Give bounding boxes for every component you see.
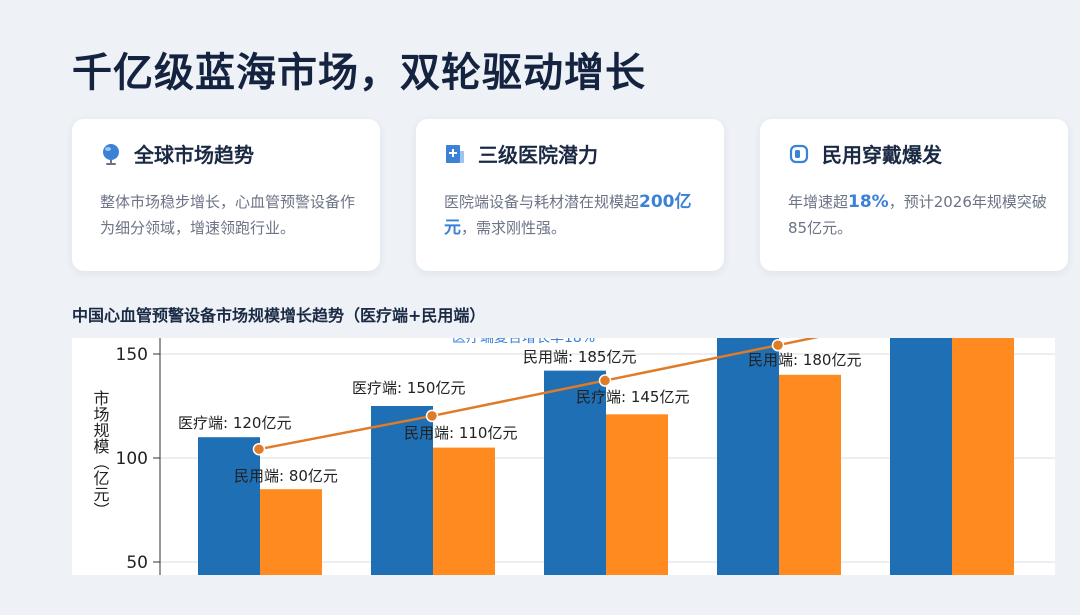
globe-icon — [103, 143, 119, 165]
trend-point — [598, 374, 612, 387]
card-title: 民用穿戴爆发 — [822, 143, 942, 167]
y-tick-label: 150 — [116, 345, 148, 365]
trend-point — [771, 338, 785, 352]
card-title: 三级医院潜力 — [478, 143, 598, 167]
card-body: 年增速超18%，预计2026年规模突破85亿元。 — [788, 192, 1047, 237]
card-title: 全球市场趋势 — [134, 143, 254, 167]
bar-medical — [717, 338, 779, 575]
bar-consumer — [952, 338, 1014, 575]
hospital-icon — [446, 144, 464, 163]
card-hospital-potential: 三级医院潜力 医院端设备与耗材潜在规模超200亿元，需求刚性强。 — [416, 119, 724, 271]
y-axis-label: 市场规模（亿元） — [91, 390, 110, 518]
trend-point — [252, 442, 266, 456]
bar-medical — [371, 406, 433, 575]
y-tick-label: 100 — [116, 449, 148, 469]
card-wearable-boom: 民用穿戴爆发 年增速超18%，预计2026年规模突破85亿元。 — [760, 119, 1068, 271]
data-label: 医疗端: 120亿元 — [178, 414, 291, 432]
data-label: 医疗端: 150亿元 — [352, 379, 465, 397]
data-label: 民用端: 185亿元 — [523, 348, 636, 366]
chart-title: 中国心血管预警设备市场规模增长趋势（医疗端+民用端） — [72, 306, 486, 325]
data-label: 民用端: 80亿元 — [234, 467, 338, 485]
wearable-icon — [789, 144, 809, 163]
trend-point — [425, 409, 439, 423]
data-label: 民用端: 110亿元 — [404, 424, 517, 442]
bar-medical — [198, 437, 260, 575]
page-title: 千亿级蓝海市场，双轮驱动增长 — [72, 50, 646, 96]
y-axis: 50 100 150 市场规模（亿元） — [91, 338, 161, 575]
bar-consumer — [779, 374, 841, 575]
card-global-trend: 全球市场趋势 整体市场稳步增长，心血管预警设备作为细分领域，增速领跑行业。 — [72, 119, 380, 271]
bar-medical — [890, 338, 952, 575]
data-label: 民疗端: 145亿元 — [576, 388, 689, 406]
data-label: 民用端: 180亿元 — [748, 351, 861, 369]
plot-area — [198, 338, 1014, 575]
bar-consumer — [606, 414, 668, 575]
card-body: 整体市场稳步增长，心血管预警设备作为细分领域，增速领跑行业。 — [100, 193, 356, 237]
y-tick-label: 50 — [126, 553, 148, 573]
bar-consumer — [260, 489, 322, 575]
bar-consumer — [433, 447, 495, 575]
bar-medical — [544, 370, 606, 575]
card-body: 医院端设备与耗材潜在规模超200亿元，需求刚性强。 — [444, 192, 692, 238]
growth-rate-label: 医疗端复合增长率18% — [452, 329, 595, 346]
